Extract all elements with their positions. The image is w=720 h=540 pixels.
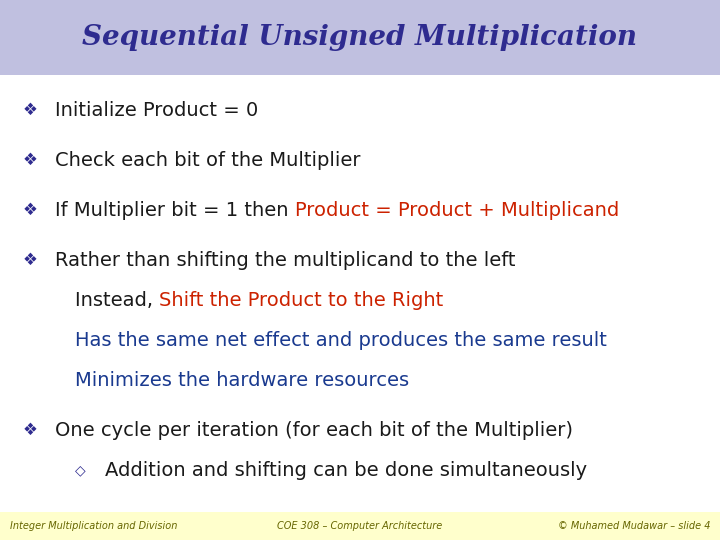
Text: Instead,: Instead, — [75, 291, 159, 309]
Text: Addition and shifting can be done simultaneously: Addition and shifting can be done simult… — [105, 461, 587, 480]
Text: One cycle per iteration (for each bit of the Multiplier): One cycle per iteration (for each bit of… — [55, 421, 573, 440]
Text: If Multiplier bit = 1 then: If Multiplier bit = 1 then — [55, 200, 294, 219]
Text: ❖: ❖ — [22, 151, 37, 169]
Text: ❖: ❖ — [22, 251, 37, 269]
Text: ◇: ◇ — [75, 463, 85, 477]
Text: © Muhamed Mudawar – slide 4: © Muhamed Mudawar – slide 4 — [557, 521, 710, 531]
Text: Shift the Product to the Right: Shift the Product to the Right — [159, 291, 444, 309]
Text: Product = Product + Multiplicand: Product = Product + Multiplicand — [294, 200, 619, 219]
Text: Minimizes the hardware resources: Minimizes the hardware resources — [75, 370, 409, 389]
Text: Rather than shifting the multiplicand to the left: Rather than shifting the multiplicand to… — [55, 251, 516, 269]
Text: Has the same net effect and produces the same result: Has the same net effect and produces the… — [75, 330, 607, 349]
Bar — [0, 0, 720, 75]
Bar — [0, 512, 720, 540]
Text: ❖: ❖ — [22, 101, 37, 119]
Text: COE 308 – Computer Architecture: COE 308 – Computer Architecture — [277, 521, 443, 531]
Text: Sequential Unsigned Multiplication: Sequential Unsigned Multiplication — [83, 24, 637, 51]
Text: Initialize Product = 0: Initialize Product = 0 — [55, 100, 258, 119]
Text: Integer Multiplication and Division: Integer Multiplication and Division — [10, 521, 177, 531]
Text: ❖: ❖ — [22, 201, 37, 219]
Text: Check each bit of the Multiplier: Check each bit of the Multiplier — [55, 151, 361, 170]
Text: ❖: ❖ — [22, 421, 37, 439]
